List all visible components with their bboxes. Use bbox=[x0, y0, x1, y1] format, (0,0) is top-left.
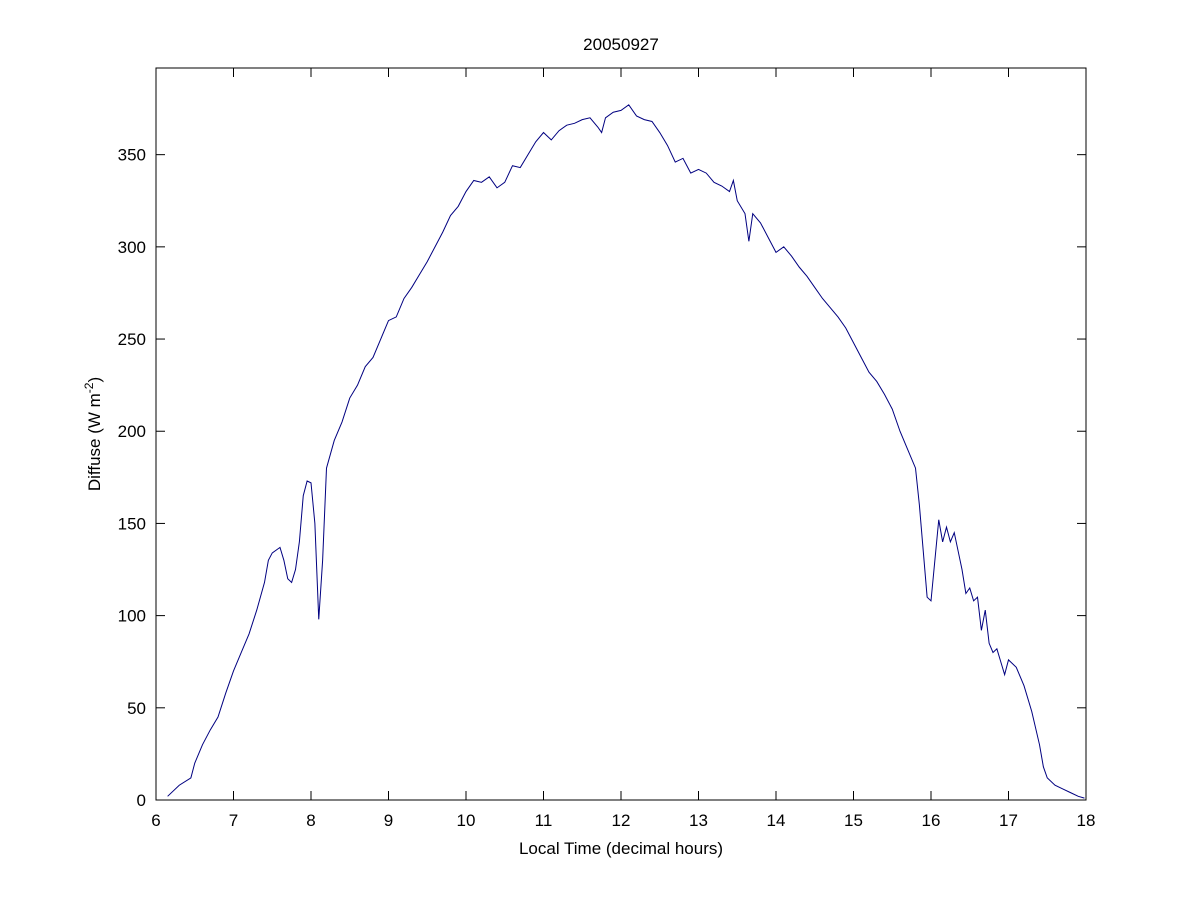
y-tick-label: 0 bbox=[137, 791, 146, 810]
data-line bbox=[167, 104, 1085, 799]
y-axis-label: Diffuse (W m-2) bbox=[82, 377, 104, 491]
y-tick-label: 50 bbox=[127, 699, 146, 718]
x-tick-label: 17 bbox=[999, 811, 1018, 830]
y-tick-label: 100 bbox=[118, 607, 146, 626]
x-tick-label: 11 bbox=[535, 811, 553, 830]
x-tick-label: 6 bbox=[151, 811, 160, 830]
x-tick-label: 10 bbox=[457, 811, 476, 830]
x-tick-label: 7 bbox=[229, 811, 238, 830]
chart-title: 20050927 bbox=[583, 35, 659, 54]
x-tick-label: 15 bbox=[844, 811, 863, 830]
y-tick-label: 300 bbox=[118, 238, 146, 257]
x-tick-label: 12 bbox=[612, 811, 631, 830]
x-tick-label: 8 bbox=[306, 811, 315, 830]
y-label-sup: -2 bbox=[82, 382, 96, 393]
x-tick-label: 13 bbox=[689, 811, 708, 830]
y-tick-label: 250 bbox=[118, 330, 146, 349]
x-tick-label: 16 bbox=[922, 811, 941, 830]
y-tick-label: 150 bbox=[118, 514, 146, 533]
y-tick-label: 350 bbox=[118, 146, 146, 165]
x-tick-label: 14 bbox=[767, 811, 786, 830]
y-tick-label: 200 bbox=[118, 422, 146, 441]
x-tick-label: 9 bbox=[384, 811, 393, 830]
x-tick-label: 18 bbox=[1077, 811, 1096, 830]
y-label-suffix: ) bbox=[85, 377, 104, 383]
plot-frame bbox=[155, 67, 1087, 801]
y-label-text: Diffuse (W m bbox=[85, 393, 104, 491]
x-axis-label: Local Time (decimal hours) bbox=[519, 839, 723, 858]
